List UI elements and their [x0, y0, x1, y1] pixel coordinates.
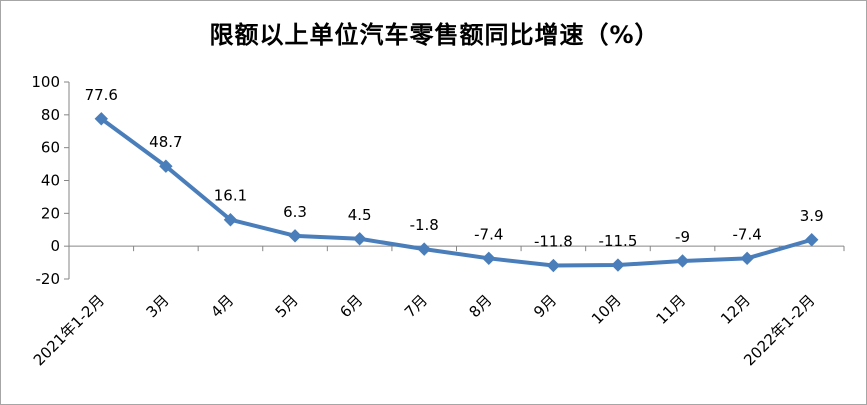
data-point-marker [546, 258, 561, 273]
data-label: 6.3 [283, 203, 307, 221]
x-category-label: 4月 [207, 291, 237, 321]
data-point-marker [94, 112, 108, 126]
data-label: -11.5 [599, 232, 638, 250]
y-tick-label: 0 [50, 237, 60, 255]
x-category-label: 10月 [588, 291, 625, 328]
data-label: 48.7 [149, 133, 182, 151]
x-category-label: 8月 [466, 291, 496, 321]
x-category-label: 6月 [336, 291, 366, 321]
y-tick-label: 20 [41, 204, 60, 222]
x-category-label: 3月 [143, 291, 173, 321]
data-point-marker [417, 242, 431, 256]
y-tick-label: 60 [41, 139, 60, 157]
series-line [99, 116, 814, 268]
data-label: 77.6 [85, 86, 118, 104]
data-label: -7.4 [732, 225, 761, 243]
data-label: -9 [675, 228, 690, 246]
x-category-label: 7月 [401, 291, 431, 321]
data-point-marker [223, 213, 238, 227]
y-tick-label: 80 [41, 106, 60, 124]
data-point-marker [288, 229, 302, 243]
data-point-marker [675, 254, 690, 268]
x-category-label: 12月 [717, 291, 754, 328]
x-category-label: 5月 [272, 291, 302, 321]
y-tick-label: 40 [41, 172, 60, 190]
x-category-label: 2021年1-2月 [30, 291, 108, 369]
data-point-marker [482, 251, 496, 266]
data-point-marker [352, 232, 367, 246]
data-label: -11.8 [534, 233, 573, 251]
chart-title: 限额以上单位汽车零售额同比增速（%） [209, 21, 660, 49]
data-label: 16.1 [214, 187, 247, 205]
data-label: -1.8 [410, 216, 439, 234]
data-point-marker [805, 233, 819, 247]
x-category-label: 9月 [530, 291, 560, 321]
y-tick-label: 100 [31, 73, 60, 91]
data-point-marker [611, 258, 625, 272]
y-tick-label: -20 [36, 270, 61, 288]
data-point-marker [740, 251, 754, 266]
data-label: -7.4 [474, 225, 503, 243]
data-point-marker [159, 159, 173, 173]
data-label: 4.5 [348, 206, 372, 224]
x-category-label: 11月 [653, 291, 690, 328]
data-label: 3.9 [800, 207, 824, 225]
